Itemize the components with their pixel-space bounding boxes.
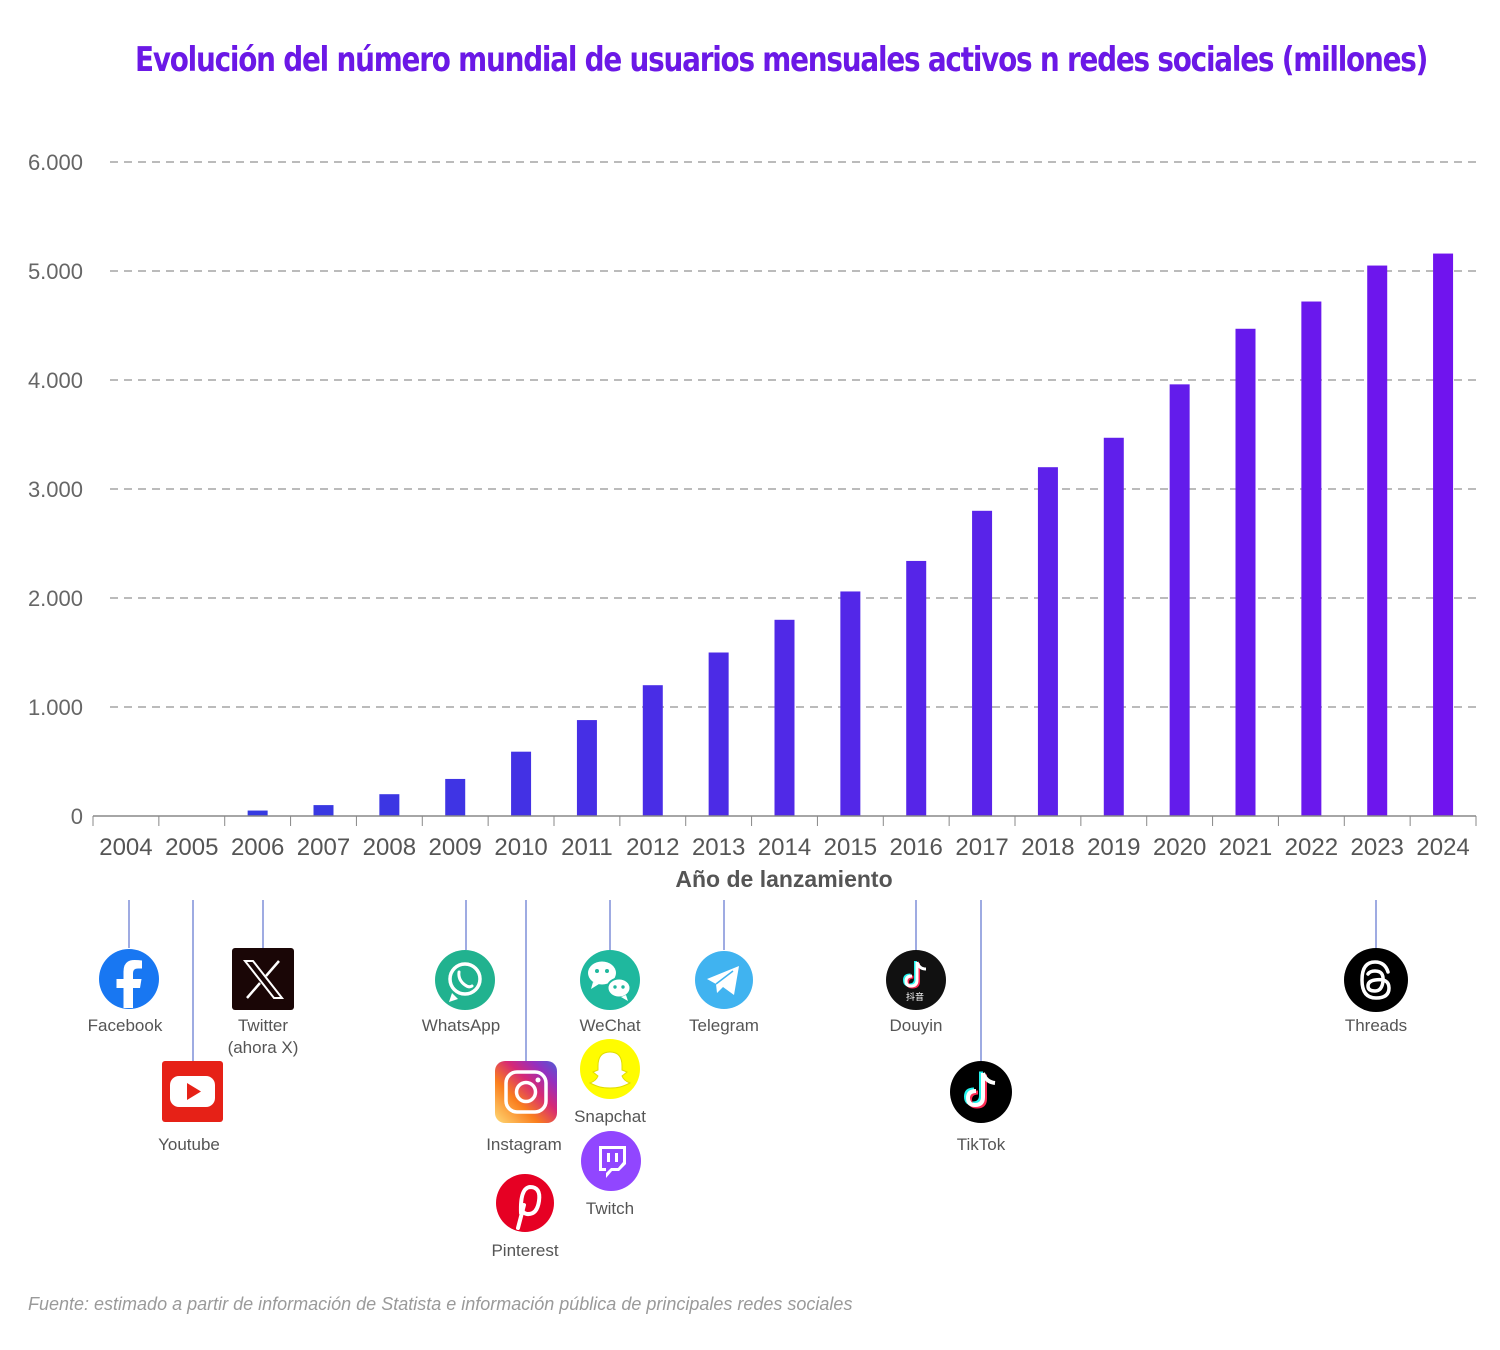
bar-2023 (1367, 265, 1388, 816)
x-tick-label: 2010 (494, 834, 547, 861)
platform-instagram: Instagram (486, 900, 562, 1154)
x-tick-label: 2023 (1351, 834, 1404, 861)
platform-tiktok: TikTok (950, 900, 1012, 1154)
bar-2013 (708, 652, 729, 816)
pinterest-icon (496, 1174, 554, 1232)
youtube-icon (162, 1061, 223, 1122)
platform-facebook: Facebook (88, 900, 163, 1035)
x-tick-label: 2004 (99, 834, 152, 861)
bar-2014 (774, 619, 795, 816)
platform-name: Douyin (890, 1016, 943, 1035)
bar-2016 (906, 560, 927, 816)
x-tick-label: 2021 (1219, 834, 1272, 861)
tiktok-icon (950, 1061, 1012, 1123)
platform-name: Facebook (88, 1016, 163, 1035)
bar-2009 (445, 778, 466, 816)
x-tick-label: 2015 (824, 834, 877, 861)
whatsapp-icon (435, 950, 495, 1010)
snapchat-icon (580, 1039, 640, 1099)
x-axis-label: Año de lanzamiento (675, 866, 892, 892)
bar-2015 (840, 591, 861, 816)
x-tick-label: 2020 (1153, 834, 1206, 861)
platform-twitter: Twitter (ahora X) (228, 900, 299, 1057)
source-note: Fuente: estimado a partir de información… (28, 1294, 853, 1314)
bar-2010 (511, 751, 532, 816)
platform-name: WeChat (579, 1016, 640, 1035)
telegram-icon (695, 951, 753, 1009)
platform-timeline: Facebook Youtube Twitter (ahora X) (88, 900, 1408, 1260)
bar-2021 (1235, 328, 1256, 816)
instagram-icon (495, 1061, 557, 1123)
platform-youtube: Youtube (158, 900, 223, 1154)
platform-name: TikTok (957, 1135, 1006, 1154)
bar-2020 (1169, 384, 1190, 816)
platform-douyin: 抖音 Douyin (886, 900, 946, 1035)
platform-telegram: Telegram (689, 900, 759, 1035)
bars (247, 253, 1454, 816)
douyin-badge-text: 抖音 (906, 991, 924, 1003)
x-tick-label: 2014 (758, 834, 811, 861)
x-tick-label: 2018 (1021, 834, 1074, 861)
bar-2022 (1301, 301, 1322, 816)
bar-2012 (642, 685, 663, 816)
platform-name: Twitter (238, 1016, 288, 1035)
platform-name: Snapchat (574, 1107, 646, 1126)
bar-2011 (576, 720, 597, 816)
platform-twitch: Twitch (581, 1131, 641, 1218)
bar-2007 (313, 805, 334, 816)
x-tick-label: 2006 (231, 834, 284, 861)
bar-2024 (1433, 253, 1454, 816)
douyin-icon: 抖音 (886, 950, 946, 1010)
x-tick-label: 2007 (297, 834, 350, 861)
platform-whatsapp: WhatsApp (422, 900, 500, 1035)
threads-icon (1344, 948, 1408, 1012)
x-tick-label: 2024 (1416, 834, 1469, 861)
x-tick-label: 2012 (626, 834, 679, 861)
platform-name: WhatsApp (422, 1016, 500, 1035)
y-tick-label: 5.000 (28, 259, 83, 284)
y-tick-label: 2.000 (28, 586, 83, 611)
platform-snapchat: Snapchat (574, 1039, 646, 1126)
chart-title: Evolución del número mundial de usuarios… (135, 40, 1428, 80)
x-twitter-icon (232, 948, 294, 1010)
platform-name: Telegram (689, 1016, 759, 1035)
platform-name: Youtube (158, 1135, 220, 1154)
x-tick-label: 2008 (363, 834, 416, 861)
facebook-icon (99, 949, 159, 1009)
platform-wechat: WeChat (579, 900, 641, 1035)
bar-2008 (379, 794, 400, 816)
y-tick-label: 1.000 (28, 695, 83, 720)
platform-name: Twitch (586, 1199, 634, 1218)
bar-2019 (1103, 437, 1124, 816)
x-tick-label: 2017 (955, 834, 1008, 861)
twitch-icon (581, 1131, 641, 1191)
x-tick-label: 2005 (165, 834, 218, 861)
platform-name-note: (ahora X) (228, 1038, 299, 1057)
platform-name: Pinterest (491, 1241, 558, 1260)
y-tick-label: 4.000 (28, 368, 83, 393)
platform-pinterest: Pinterest (491, 1174, 559, 1260)
platform-name: Threads (1345, 1016, 1407, 1035)
x-tick-label: 2009 (429, 834, 482, 861)
platform-name: Instagram (486, 1135, 562, 1154)
x-tick-label: 2019 (1087, 834, 1140, 861)
platform-threads: Threads (1344, 900, 1408, 1035)
bar-2006 (247, 810, 268, 816)
x-tick-label: 2022 (1285, 834, 1338, 861)
x-tick-label: 2016 (890, 834, 943, 861)
y-tick-label: 6.000 (28, 150, 83, 175)
x-tick-label: 2011 (561, 834, 613, 861)
x-axis: 2004 2005 2006 2007 2008 2009 2010 2011 2012 2013… (92, 815, 1477, 892)
gridlines: 0 1.000 2.000 3.000 4.000 5.000 6.000 (28, 150, 1476, 829)
bar-2017 (972, 510, 993, 816)
y-tick-label: 0 (71, 804, 83, 829)
x-tick-label: 2013 (692, 834, 745, 861)
bar-2018 (1037, 467, 1058, 816)
y-tick-label: 3.000 (28, 477, 83, 502)
wechat-icon (580, 950, 640, 1010)
